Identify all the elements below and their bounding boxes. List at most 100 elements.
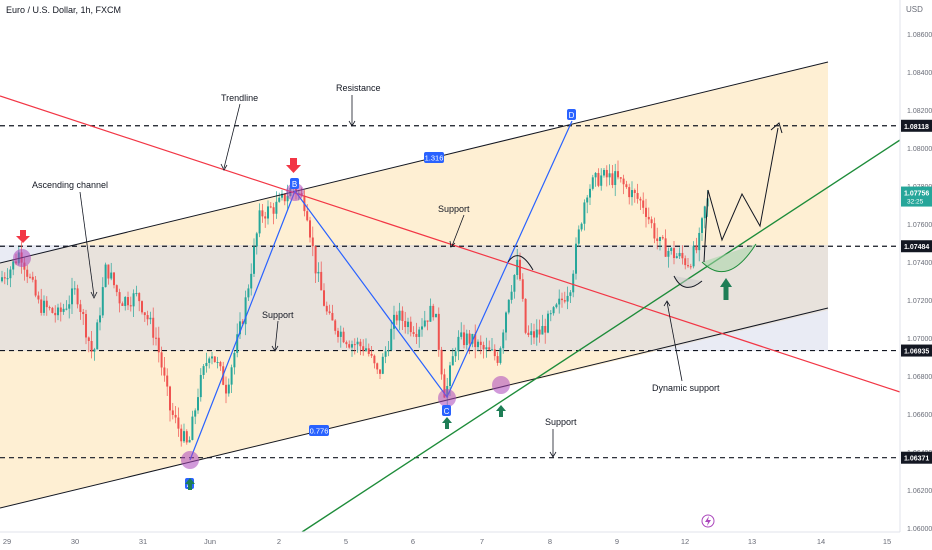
candle-body	[241, 321, 244, 325]
y-tick-label: 1.06200	[907, 488, 932, 495]
candle-body	[31, 276, 34, 280]
candle-body	[51, 307, 54, 313]
green-up-arrow-right	[496, 405, 506, 417]
candle-body	[87, 337, 90, 341]
abcd-pattern-line	[189, 120, 573, 461]
ratio-label-ac: 0.776	[309, 425, 329, 436]
support-mid-pointer	[274, 320, 279, 351]
candle-body	[171, 410, 174, 415]
support-upper-pointer-head	[449, 240, 456, 248]
candle-body	[244, 297, 247, 325]
time-scale[interactable]: 29 30 31 Jun 2 5 6 7 8 9 12 13 14 15	[0, 531, 932, 550]
point-label-c: C	[442, 405, 451, 416]
candle-body	[633, 190, 636, 193]
candle-body	[563, 300, 566, 302]
candle-body	[471, 333, 474, 344]
candle-body	[283, 193, 286, 202]
candle-body	[62, 308, 65, 312]
candle-body	[393, 314, 395, 329]
candle-body	[345, 342, 348, 345]
level-tag	[901, 240, 932, 253]
candle-body	[524, 298, 527, 333]
candle-body	[656, 238, 659, 242]
candle-body	[227, 384, 230, 394]
candle-body	[407, 321, 409, 328]
candle-body	[54, 312, 57, 316]
candle-body	[155, 337, 157, 339]
level-tag-label: 1.06935	[904, 349, 929, 356]
candle-body	[59, 307, 62, 312]
candle-body	[558, 298, 561, 305]
candle-body	[695, 246, 698, 251]
support-low-pointer-head	[549, 451, 557, 458]
candle-body	[499, 348, 502, 363]
candle-body	[404, 320, 407, 328]
candle-body	[348, 344, 351, 348]
candle-body	[479, 341, 482, 345]
resistance-arc	[507, 255, 534, 271]
candle-body	[219, 362, 222, 367]
candle-body	[93, 349, 96, 352]
point-c-circle	[438, 389, 456, 407]
candle-body	[432, 305, 435, 318]
candle-body	[253, 246, 255, 274]
descending-trendline	[0, 95, 901, 393]
green-up-arrow-a	[185, 478, 195, 490]
candle-body	[149, 317, 152, 320]
candle-body	[493, 349, 496, 357]
annotation-resistance: Resistance	[336, 83, 381, 93]
candle-body	[628, 187, 631, 198]
annotation-support-low: Support	[545, 417, 577, 427]
candle-body	[323, 290, 325, 306]
y-tick-label: 1.08400	[907, 70, 932, 77]
y-tick-label: 1.08000	[907, 146, 932, 153]
candle-body	[390, 328, 393, 351]
candle-body	[205, 362, 208, 367]
x-tick-label: 14	[817, 537, 825, 546]
candle-body	[110, 272, 113, 279]
level-tag-label: 1.08118	[904, 124, 929, 131]
candle-body	[401, 310, 404, 321]
candle-body	[454, 351, 457, 357]
candle-body	[650, 219, 653, 224]
candle-body	[684, 258, 687, 266]
candle-body	[653, 223, 656, 239]
candle-body	[236, 334, 239, 353]
candle-body	[521, 279, 524, 299]
candle-body	[367, 348, 370, 354]
candle-body	[513, 275, 516, 292]
candle-body	[65, 308, 68, 310]
channel-upper-line	[0, 61, 829, 264]
lightning-icon[interactable]	[701, 514, 715, 528]
candle-body	[314, 246, 317, 274]
annotation-ascending-channel: Ascending channel	[32, 180, 108, 190]
channel-pointer-head	[90, 291, 98, 299]
candle-body	[533, 331, 535, 338]
level-tag	[901, 451, 932, 464]
candle-body	[365, 348, 367, 351]
candle-body	[614, 171, 617, 186]
y-tick-label: 1.06800	[907, 374, 932, 381]
candle-body	[681, 252, 684, 259]
candle-body	[589, 188, 591, 198]
price-scale[interactable]: 1.086001.084001.082001.080001.078001.076…	[899, 0, 932, 533]
candle-body	[247, 288, 250, 298]
candle-body	[127, 297, 129, 306]
x-tick-label: 29	[3, 537, 11, 546]
dynamic-support-line	[301, 139, 901, 533]
candle-body	[255, 233, 258, 247]
candle-body	[440, 349, 443, 375]
y-tick-label: 1.07200	[907, 298, 932, 305]
projected-arc	[701, 243, 757, 273]
countdown-label: 32:25	[907, 199, 924, 206]
level-tag	[901, 344, 932, 357]
candle-body	[491, 349, 493, 351]
candle-body	[334, 320, 337, 331]
candle-body	[647, 216, 650, 220]
y-tick-label: 1.08200	[907, 108, 932, 115]
candle-body	[519, 259, 521, 280]
candle-body	[337, 330, 339, 337]
candle-body	[636, 192, 639, 199]
dynamic-support-pointer	[666, 301, 683, 382]
